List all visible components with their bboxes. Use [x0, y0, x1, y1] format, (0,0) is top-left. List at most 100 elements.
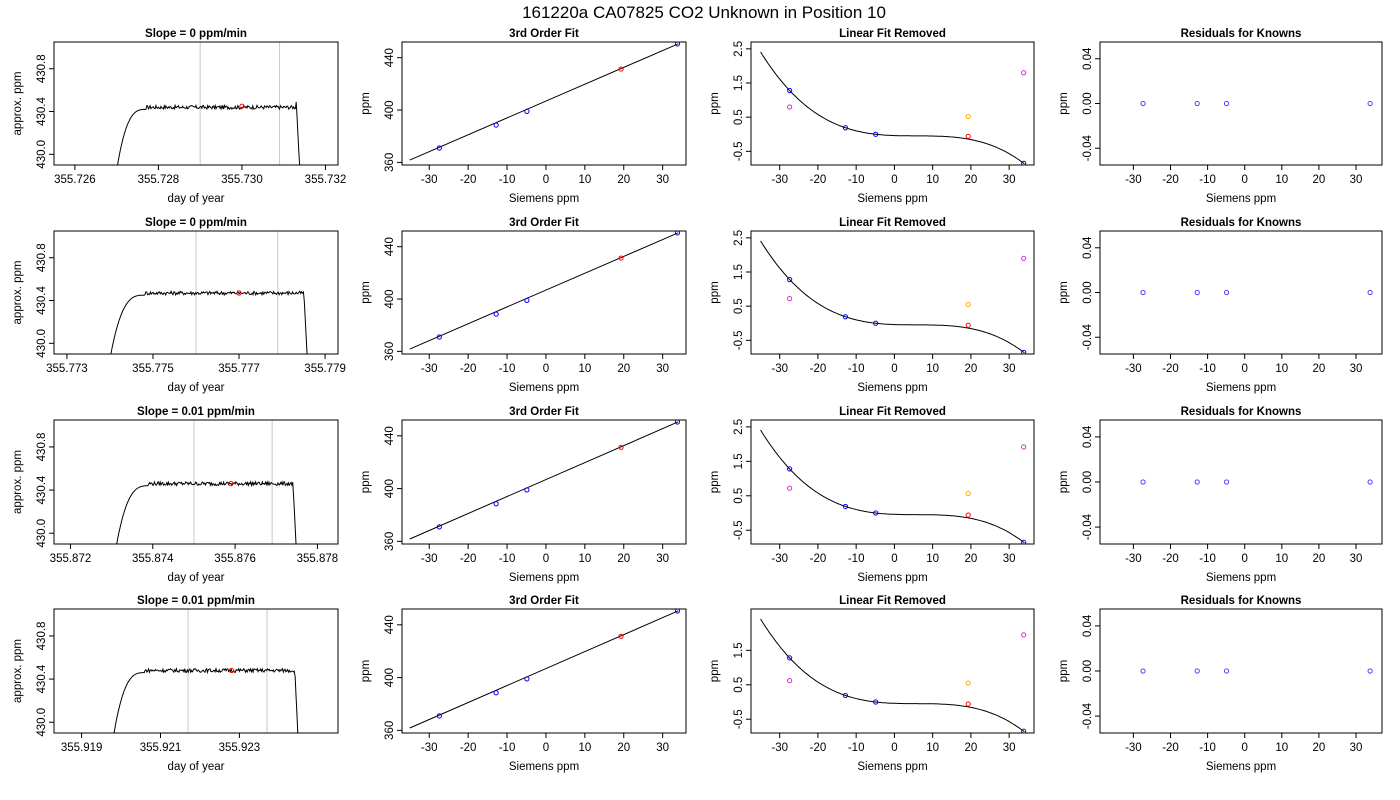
- x-tick-label: 355.728: [138, 174, 180, 186]
- y-tick-label: 430.8: [36, 54, 48, 83]
- residual-point: [1367, 100, 1373, 107]
- fit-line: [409, 232, 679, 350]
- panel-r3-c1: 3rd Order Fit -30 -20 -10 0 10 20 30 360 400 440 Si…: [360, 595, 687, 773]
- plot-area: [116, 420, 297, 544]
- known-point: [787, 87, 793, 94]
- residual-point: [1194, 289, 1200, 296]
- unknown-point: [965, 701, 971, 707]
- plot-frame: [401, 419, 687, 545]
- y-tick-label: 440: [384, 48, 396, 67]
- y-axis-label: approx. ppm: [12, 261, 24, 325]
- x-tick-label: 30: [656, 553, 669, 565]
- y-tick-label: 0.04: [1082, 614, 1094, 637]
- panel-r2-c1: 3rd Order Fit -30 -20 -10 0 10 20 30 360 400 440 Si…: [360, 406, 687, 584]
- plot-area: [117, 42, 301, 165]
- y-axis-label: ppm: [1058, 660, 1070, 682]
- x-axis-label: Siemens ppm: [857, 382, 927, 394]
- x-tick-label: 10: [578, 174, 591, 186]
- plot-area: [760, 51, 1027, 165]
- y-axis-label: approx. ppm: [12, 72, 24, 136]
- y-tick-label: -0.5: [733, 330, 745, 350]
- y-tick-label: 430.0: [36, 708, 48, 737]
- x-tick-label: 20: [617, 742, 630, 754]
- cubic-curve: [760, 429, 1025, 544]
- orange-point: [965, 490, 971, 496]
- plot-area: [113, 609, 299, 733]
- x-tick-label: -10: [1199, 742, 1216, 754]
- plot-frame: [750, 608, 1035, 734]
- x-tick-label: -20: [460, 553, 477, 565]
- y-tick-label: 430.8: [36, 622, 48, 651]
- x-tick-label: -20: [1162, 742, 1179, 754]
- y-tick-label: 440: [384, 237, 396, 256]
- x-tick-label: 20: [617, 174, 630, 186]
- unknown-point: [965, 512, 971, 518]
- x-tick-label: -30: [771, 174, 788, 186]
- x-axis-label: day of year: [168, 572, 225, 584]
- ppm-trace-line: [116, 480, 297, 544]
- x-tick-label: 30: [1350, 553, 1363, 565]
- x-tick-label: -30: [1125, 553, 1142, 565]
- plot-frame: [1099, 230, 1383, 355]
- residual-point: [1194, 479, 1200, 485]
- y-tick-label: -0.04: [1082, 324, 1094, 351]
- y-tick-label: 360: [384, 532, 396, 551]
- x-tick-label: 20: [1313, 742, 1326, 754]
- panel-title: Slope = 0.01 ppm/min: [137, 406, 255, 418]
- x-tick-label: 355.923: [219, 742, 261, 754]
- x-tick-label: -20: [810, 174, 827, 186]
- residual-point: [1223, 100, 1230, 107]
- y-tick-label: 400: [384, 479, 396, 498]
- y-tick-label: 1.5: [733, 453, 745, 469]
- panel-title: 3rd Order Fit: [509, 28, 579, 40]
- y-tick-label: 0.00: [1082, 281, 1094, 303]
- x-tick-label: 355.921: [140, 742, 182, 754]
- panel-title: Slope = 0 ppm/min: [145, 217, 247, 229]
- x-axis-label: Siemens ppm: [509, 382, 579, 394]
- y-tick-label: 360: [384, 153, 396, 172]
- unknown-point: [618, 255, 624, 261]
- plot-frame: [750, 230, 1035, 355]
- plot-frame: [750, 41, 1035, 166]
- plot-frame: [53, 230, 339, 355]
- y-axis-label: ppm: [360, 92, 372, 114]
- x-tick-label: 30: [1003, 174, 1016, 186]
- plot-area: [409, 42, 681, 161]
- plot-area: [1140, 289, 1373, 296]
- y-tick-label: 2.5: [733, 419, 745, 435]
- x-tick-label: 0: [543, 742, 549, 754]
- x-tick-label: -10: [1199, 553, 1216, 565]
- x-tick-label: 10: [1275, 174, 1288, 186]
- y-axis-label: ppm: [360, 660, 372, 682]
- magenta-point: [1021, 70, 1027, 76]
- x-axis-label: Siemens ppm: [857, 572, 927, 584]
- x-tick-label: 355.779: [304, 363, 346, 375]
- y-tick-label: 440: [384, 426, 396, 445]
- plot-frame: [53, 608, 339, 734]
- known-point: [524, 297, 530, 303]
- known-point: [674, 42, 681, 47]
- y-axis-label: ppm: [709, 281, 721, 303]
- residual-point: [1140, 668, 1146, 674]
- known-point: [1021, 539, 1027, 544]
- known-point: [493, 501, 499, 507]
- residual-point: [1367, 668, 1373, 674]
- y-tick-label: 440: [384, 615, 396, 634]
- unknown-point: [236, 290, 242, 296]
- x-tick-label: -20: [460, 742, 477, 754]
- x-axis-label: Siemens ppm: [857, 761, 927, 773]
- x-tick-label: 10: [1275, 553, 1288, 565]
- panel-r0-c1: 3rd Order Fit -30 -20 -10 0 10 20 30 360 400 440 Si…: [360, 28, 687, 205]
- x-tick-label: -10: [848, 742, 865, 754]
- magenta-point: [1021, 632, 1027, 638]
- residual-point: [1140, 100, 1146, 107]
- y-tick-label: 400: [384, 100, 396, 119]
- y-tick-label: 1.5: [733, 264, 745, 280]
- figure-title: 161220a CA07825 CO2 Unknown in Position …: [522, 3, 886, 22]
- plot-area: [1140, 668, 1373, 674]
- x-tick-label: 20: [1313, 363, 1326, 375]
- residual-point: [1223, 289, 1230, 296]
- plot-frame: [53, 41, 339, 166]
- x-tick-label: 0: [543, 363, 549, 375]
- x-tick-label: 0: [1242, 553, 1248, 565]
